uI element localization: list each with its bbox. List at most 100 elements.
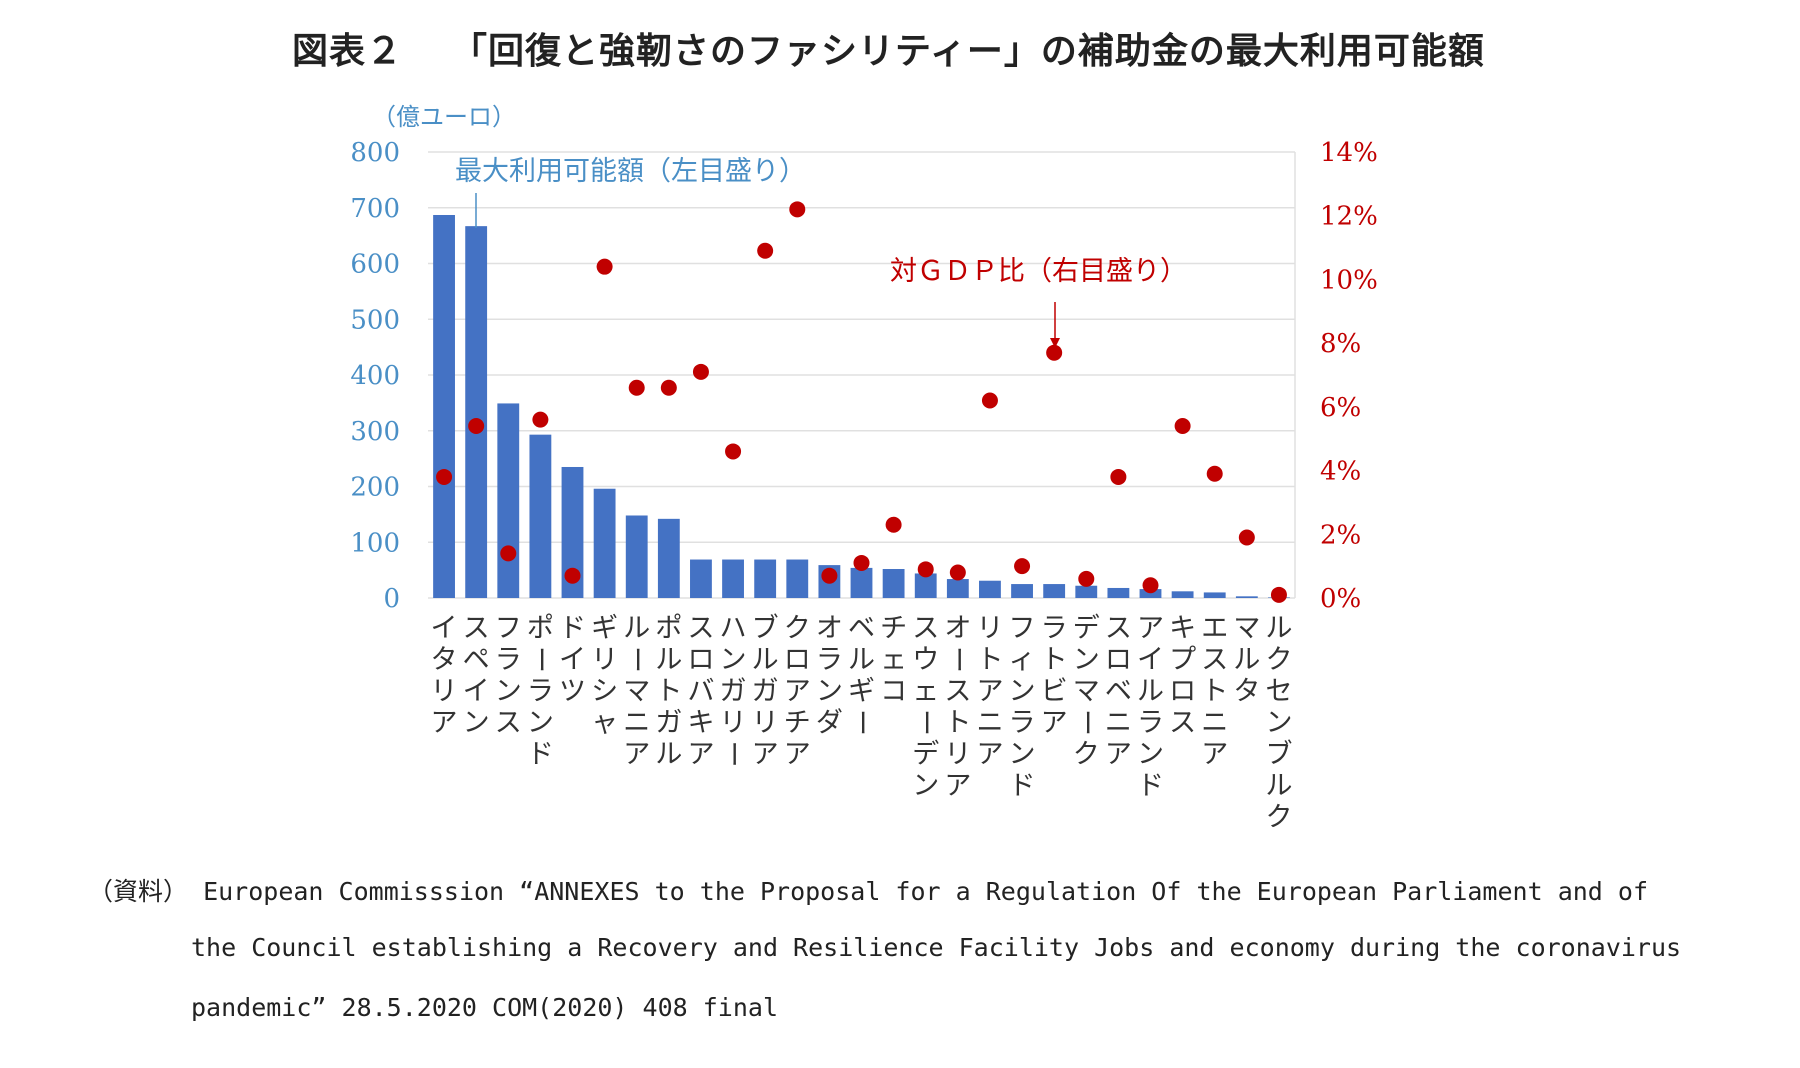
category-label-char: ン: [495, 676, 522, 707]
category-label-char: リ: [752, 708, 779, 739]
bar: [1011, 584, 1033, 598]
category-label-char: ル: [848, 645, 875, 676]
category-label-char: リ: [431, 676, 458, 707]
category-label-char: ル: [623, 613, 650, 644]
category-label-char: ロ: [687, 645, 714, 676]
gdp-ratio-dot: [468, 417, 485, 434]
category-label-char: ベ: [1105, 676, 1132, 707]
gdp-ratio-dot: [821, 567, 838, 584]
category-label-char: ロ: [1169, 676, 1196, 707]
category-label-char: バ: [687, 676, 714, 707]
bar: [465, 226, 488, 598]
category-label-char: ア: [687, 739, 714, 770]
gdp-ratio-dot: [1046, 344, 1063, 361]
category-label-char: ポ: [527, 613, 554, 644]
source-line-1: European Commisssion “ANNEXES to the Pro…: [203, 877, 1648, 906]
category-label-char: ア: [1201, 739, 1228, 770]
category-label: チェコ: [880, 613, 907, 707]
category-label-char: ニ: [1105, 708, 1132, 739]
category-label-char: ラ: [1041, 613, 1068, 644]
category-label-char: ア: [623, 739, 650, 770]
category-label: マルタ: [1233, 613, 1260, 707]
right-tick-label: 6%: [1320, 393, 1361, 423]
category-label-char: シ: [591, 676, 618, 707]
category-label-char: ア: [1041, 708, 1068, 739]
category-label-char: キ: [687, 708, 714, 739]
bar: [1107, 587, 1130, 598]
source-label: （資料）: [88, 877, 189, 906]
category-label-char: ア: [784, 739, 811, 770]
category-label-char: イ: [463, 676, 490, 707]
category-label-char: フ: [1009, 613, 1036, 644]
category-label-char: ー: [717, 741, 748, 768]
category-label-char: ス: [463, 613, 490, 644]
category-label-char: ブ: [1265, 739, 1292, 770]
category-label-char: ツ: [559, 676, 586, 707]
gdp-ratio-dot: [885, 516, 902, 533]
gdp-ratio-dot: [1206, 465, 1223, 482]
category-label-char: デ: [912, 739, 939, 770]
category-label-char: ン: [1009, 676, 1036, 707]
gdp-ratio-dot: [596, 258, 613, 275]
bar-series-annotation: 最大利用可能額（左目盛り）: [455, 156, 806, 187]
category-label-char: ン: [1137, 739, 1164, 770]
category-label-char: ギ: [848, 676, 875, 707]
category-label-char: ク: [784, 613, 811, 644]
category-label-char: タ: [1233, 676, 1260, 707]
left-tick-label: 300: [350, 417, 400, 447]
category-label-char: ス: [912, 613, 939, 644]
bar: [722, 559, 744, 598]
category-label-char: ス: [495, 708, 522, 739]
category-label-char: ド: [1009, 771, 1036, 802]
category-label-char: ス: [1201, 645, 1228, 676]
figure-title-text: 「回復と強靭さのファシリティー」の補助金の最大利用可能額: [451, 31, 1485, 72]
category-label-char: ー: [910, 709, 941, 736]
gdp-ratio-dot: [1238, 529, 1255, 546]
category-label-char: デ: [1073, 613, 1100, 644]
category-label-char: ア: [752, 739, 779, 770]
category-label-char: ー: [621, 646, 652, 673]
category-label-char: リ: [944, 739, 971, 770]
bar: [1203, 592, 1226, 598]
category-label-char: ル: [1233, 645, 1260, 676]
category-label-char: ク: [1265, 802, 1292, 833]
category-label-char: ニ: [623, 708, 650, 739]
bar: [433, 214, 455, 598]
category-label-char: フ: [495, 613, 522, 644]
category-label-char: ニ: [976, 708, 1003, 739]
left-tick-label: 800: [350, 138, 400, 168]
left-tick-label: 200: [350, 473, 400, 503]
category-label-char: ー: [1070, 709, 1101, 736]
left-axis-unit-label: （億ユーロ）: [372, 103, 516, 131]
category-label-char: イ: [431, 613, 458, 644]
category-label-char: エ: [1201, 613, 1228, 644]
category-label-char: ィ: [1009, 645, 1036, 676]
gdp-ratio-dot: [564, 567, 581, 584]
bar: [497, 403, 520, 598]
dot-series-annotation: 対ＧＤＰ比（右目盛り）: [890, 256, 1187, 287]
category-label-char: ー: [524, 646, 555, 673]
gridlines: [428, 151, 1296, 599]
category-label-char: ト: [1201, 676, 1228, 707]
category-label-char: ド: [527, 739, 554, 770]
category-label-char: リ: [720, 708, 747, 739]
gdp-ratio-dot: [500, 545, 517, 562]
left-tick-label: 500: [350, 305, 400, 335]
gdp-ratio-dot: [1270, 586, 1287, 603]
category-label-char: ン: [720, 645, 747, 676]
category-label-char: ス: [944, 676, 971, 707]
category-label-char: ベ: [848, 613, 875, 644]
right-tick-label: 10%: [1320, 265, 1378, 295]
category-label-char: ル: [655, 645, 682, 676]
gdp-ratio-dot: [917, 561, 934, 578]
dot-annotation-pointer: [1050, 302, 1060, 348]
right-tick-label: 0%: [1320, 584, 1361, 614]
